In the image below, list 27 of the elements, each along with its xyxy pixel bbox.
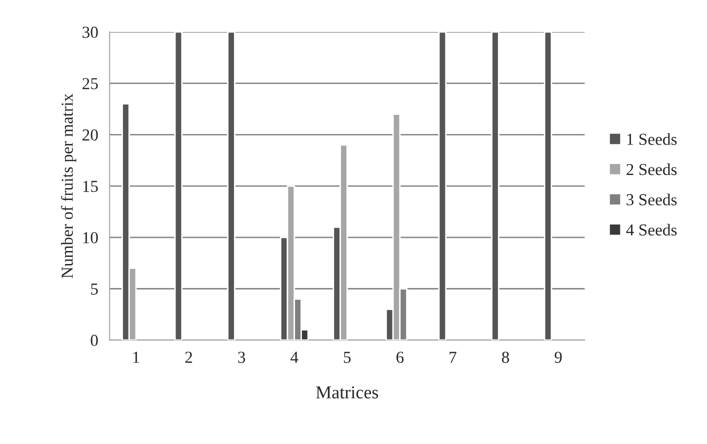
bar	[491, 32, 500, 340]
y-tick-label: 30	[82, 26, 98, 38]
x-tick-label: 6	[396, 352, 404, 363]
x-axis-title: Matrices	[316, 386, 378, 398]
x-tick-label: 4	[290, 352, 298, 363]
bar	[227, 32, 236, 340]
x-tick-label: 8	[502, 352, 510, 363]
legend-label: 3 Seeds	[626, 194, 677, 206]
x-tick-label: 7	[450, 352, 456, 363]
y-tick-label: 5	[91, 284, 98, 295]
y-tick-label: 25	[82, 78, 98, 90]
bar	[174, 32, 183, 340]
x-tick-label: 1	[133, 352, 140, 363]
bar	[544, 32, 552, 340]
y-tick-label: 15	[83, 180, 98, 192]
x-tick-label: 9	[554, 352, 562, 363]
y-tick-label: 20	[82, 129, 98, 141]
y-tick-label: 10	[83, 232, 98, 244]
x-tick-label: 5	[344, 352, 351, 363]
x-tick-label: 2	[185, 352, 192, 363]
y-axis-title: Number of fruits per matrix	[60, 94, 76, 278]
legend-label: 2 Seeds	[626, 163, 677, 176]
y-tick-label: 0	[90, 334, 98, 346]
legend-label: 4 Seeds	[626, 224, 677, 236]
legend-label: 1 Seeds	[627, 133, 677, 145]
bar	[438, 32, 447, 340]
x-tick-label: 3	[238, 352, 246, 363]
